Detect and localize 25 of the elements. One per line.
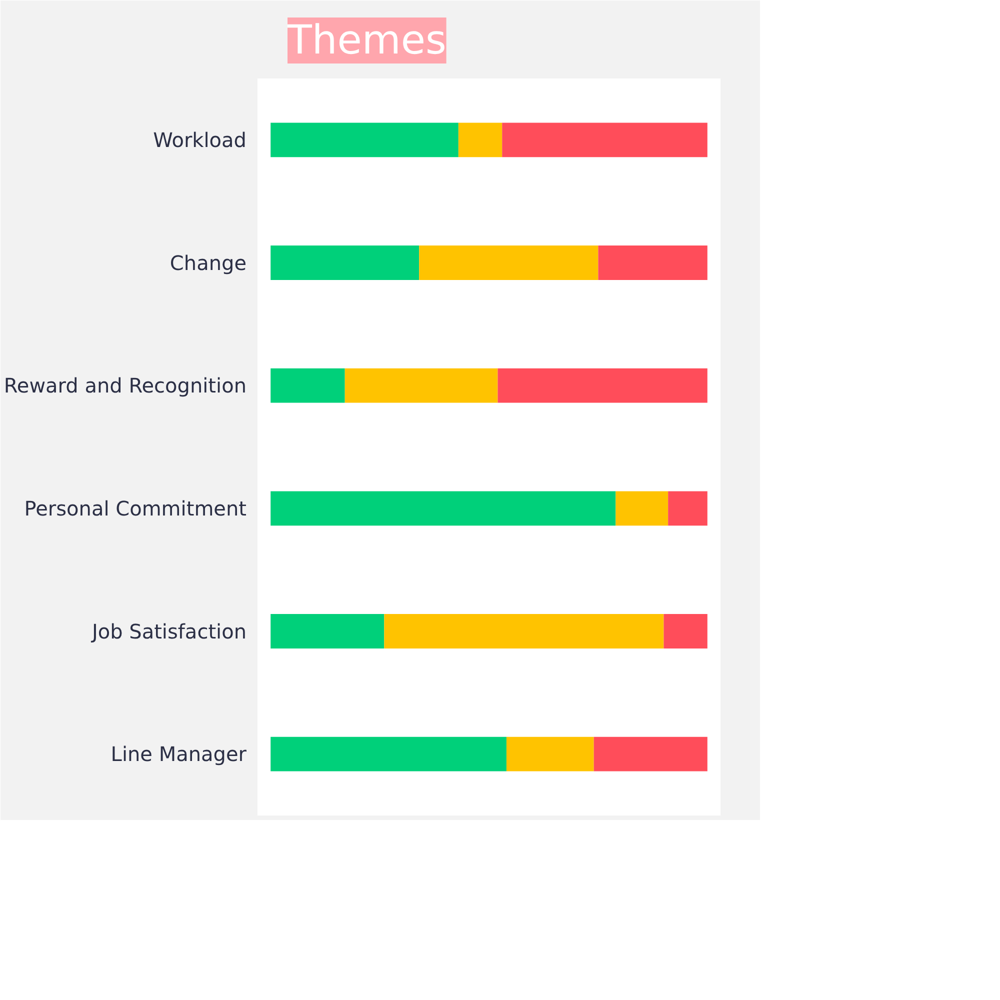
bar bbox=[502, 122, 708, 158]
bar bbox=[270, 122, 458, 158]
y-tick-label: Workload bbox=[153, 128, 246, 152]
bar bbox=[270, 246, 420, 280]
y-tick-label: Job Satisfaction bbox=[90, 619, 246, 644]
bar bbox=[664, 614, 708, 648]
bar bbox=[344, 368, 498, 403]
bar bbox=[506, 736, 594, 772]
y-tick-label: Change bbox=[170, 250, 247, 275]
bar bbox=[270, 491, 616, 526]
bar bbox=[616, 491, 668, 526]
bar bbox=[270, 368, 345, 403]
y-tick-label: Reward and Recognition bbox=[4, 374, 247, 398]
bar bbox=[270, 736, 506, 772]
chart-title: Themes bbox=[286, 18, 446, 64]
y-tick-label: Line Manager bbox=[110, 742, 248, 766]
bar bbox=[668, 491, 708, 526]
bar bbox=[498, 368, 708, 403]
bar bbox=[458, 122, 502, 158]
bar bbox=[419, 246, 598, 280]
bar bbox=[594, 736, 708, 772]
bar bbox=[384, 614, 664, 648]
bar bbox=[270, 614, 384, 648]
bar bbox=[598, 246, 708, 280]
y-tick-label: Personal Commitment bbox=[24, 496, 247, 520]
